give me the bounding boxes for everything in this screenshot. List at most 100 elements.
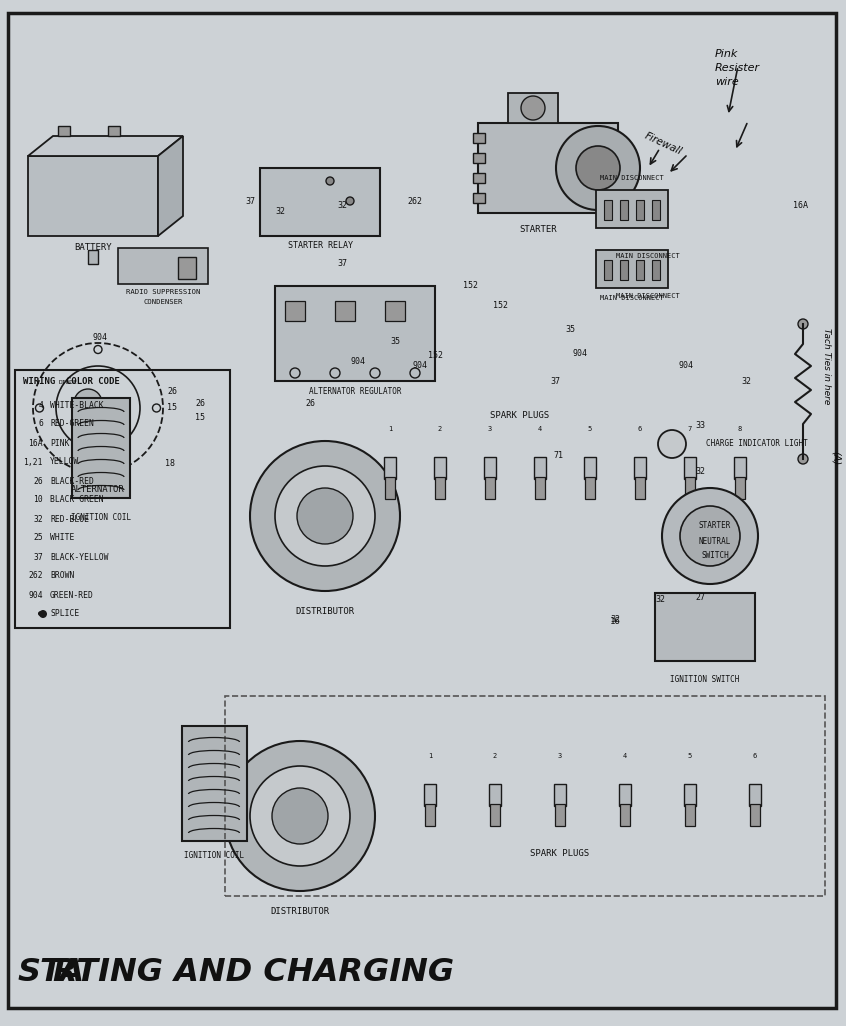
Text: 37: 37 [33,552,43,561]
Bar [620,804,630,826]
Text: ●: ● [38,609,43,619]
Circle shape [326,177,334,185]
Text: 16A: 16A [793,201,807,210]
Text: WHITE: WHITE [50,534,74,543]
Circle shape [346,197,354,205]
Bar [684,784,696,806]
Text: 32: 32 [610,615,620,624]
Text: 6: 6 [38,420,43,429]
Text: 26: 26 [305,399,315,408]
Text: 32: 32 [337,201,347,210]
Bar [118,248,208,284]
Circle shape [521,96,545,120]
Text: 152: 152 [492,302,508,311]
Bar [72,398,130,498]
Text: 152: 152 [463,281,477,290]
Bar [749,784,761,806]
Text: NEUTRAL: NEUTRAL [699,537,731,546]
Text: 5: 5 [588,426,592,432]
Bar [652,260,660,280]
Text: 904: 904 [413,361,427,370]
Bar [635,477,645,499]
Text: IGNITION SWITCH: IGNITION SWITCH [670,674,739,683]
Text: 32: 32 [33,514,43,523]
Text: 16: 16 [610,617,620,626]
Bar [424,784,436,806]
Text: DISTRIBUTOR: DISTRIBUTOR [271,907,330,915]
Circle shape [225,741,375,891]
Text: 904: 904 [573,350,587,358]
Circle shape [680,506,740,566]
Bar [596,250,668,288]
Text: Pink: Pink [715,49,739,60]
Text: GREEN-RED: GREEN-RED [50,591,94,599]
Text: 2: 2 [438,426,442,432]
Circle shape [556,126,640,210]
Bar [684,457,696,479]
Bar [225,696,825,896]
Text: MAIN DISCONNECT: MAIN DISCONNECT [600,295,664,301]
Circle shape [662,488,758,584]
Text: 26: 26 [195,398,205,407]
Text: 6: 6 [638,426,642,432]
Bar [554,784,566,806]
Bar [604,260,612,280]
Bar [182,726,247,841]
Bar [585,477,595,499]
Text: 15: 15 [167,403,177,412]
Text: 25: 25 [33,534,43,543]
Bar [15,370,230,628]
Text: 4: 4 [538,426,542,432]
Text: BLACK GREEN: BLACK GREEN [50,496,103,505]
Bar [178,256,196,279]
Text: 1: 1 [387,426,393,432]
Text: IGNITION COIL: IGNITION COIL [184,851,244,860]
Circle shape [798,319,808,329]
Bar [634,457,646,479]
Text: 27: 27 [695,593,705,602]
Circle shape [798,453,808,464]
Text: 1: 1 [428,753,432,759]
Bar [535,477,545,499]
Text: (A): (A) [831,451,841,465]
Bar [596,190,668,228]
Text: 904: 904 [678,361,694,370]
Text: SWITCH: SWITCH [701,552,729,560]
Bar [88,250,98,264]
Bar [434,457,446,479]
Text: SPARK PLUGS: SPARK PLUGS [491,411,550,421]
Bar [285,301,305,321]
Bar [28,156,158,236]
Bar [489,784,501,806]
Text: Firewall: Firewall [643,131,684,157]
Text: 4: 4 [38,400,43,409]
Bar [555,804,565,826]
Circle shape [658,430,686,458]
Text: RTING AND CHARGING: RTING AND CHARGING [53,957,454,988]
Text: 32: 32 [655,594,665,603]
Text: 6: 6 [753,753,757,759]
Text: 904: 904 [350,356,365,365]
Bar [473,193,485,203]
Text: MAIN DISCONNECT: MAIN DISCONNECT [616,253,680,259]
Text: ALTERNATOR: ALTERNATOR [71,485,125,495]
Text: ALTERNATOR REGULATOR: ALTERNATOR REGULATOR [309,387,401,395]
Text: 3: 3 [488,426,492,432]
Text: SPLICE: SPLICE [50,609,80,619]
Text: PINK: PINK [50,438,69,447]
Text: MAIN DISCONNECT: MAIN DISCONNECT [600,175,664,181]
Bar [750,804,760,826]
Bar [508,93,558,123]
Polygon shape [28,136,183,156]
Circle shape [250,441,400,591]
Text: CONDENSER: CONDENSER [143,299,183,305]
Bar [685,804,695,826]
Bar [385,477,395,499]
Text: STARTER RELAY: STARTER RELAY [288,241,353,250]
Bar [620,200,628,220]
Text: RADIO SUPPRESSION: RADIO SUPPRESSION [126,289,201,295]
Circle shape [576,146,620,190]
Text: 262: 262 [29,571,43,581]
Text: DIODE: DIODE [58,381,77,386]
Text: 37: 37 [337,260,347,269]
